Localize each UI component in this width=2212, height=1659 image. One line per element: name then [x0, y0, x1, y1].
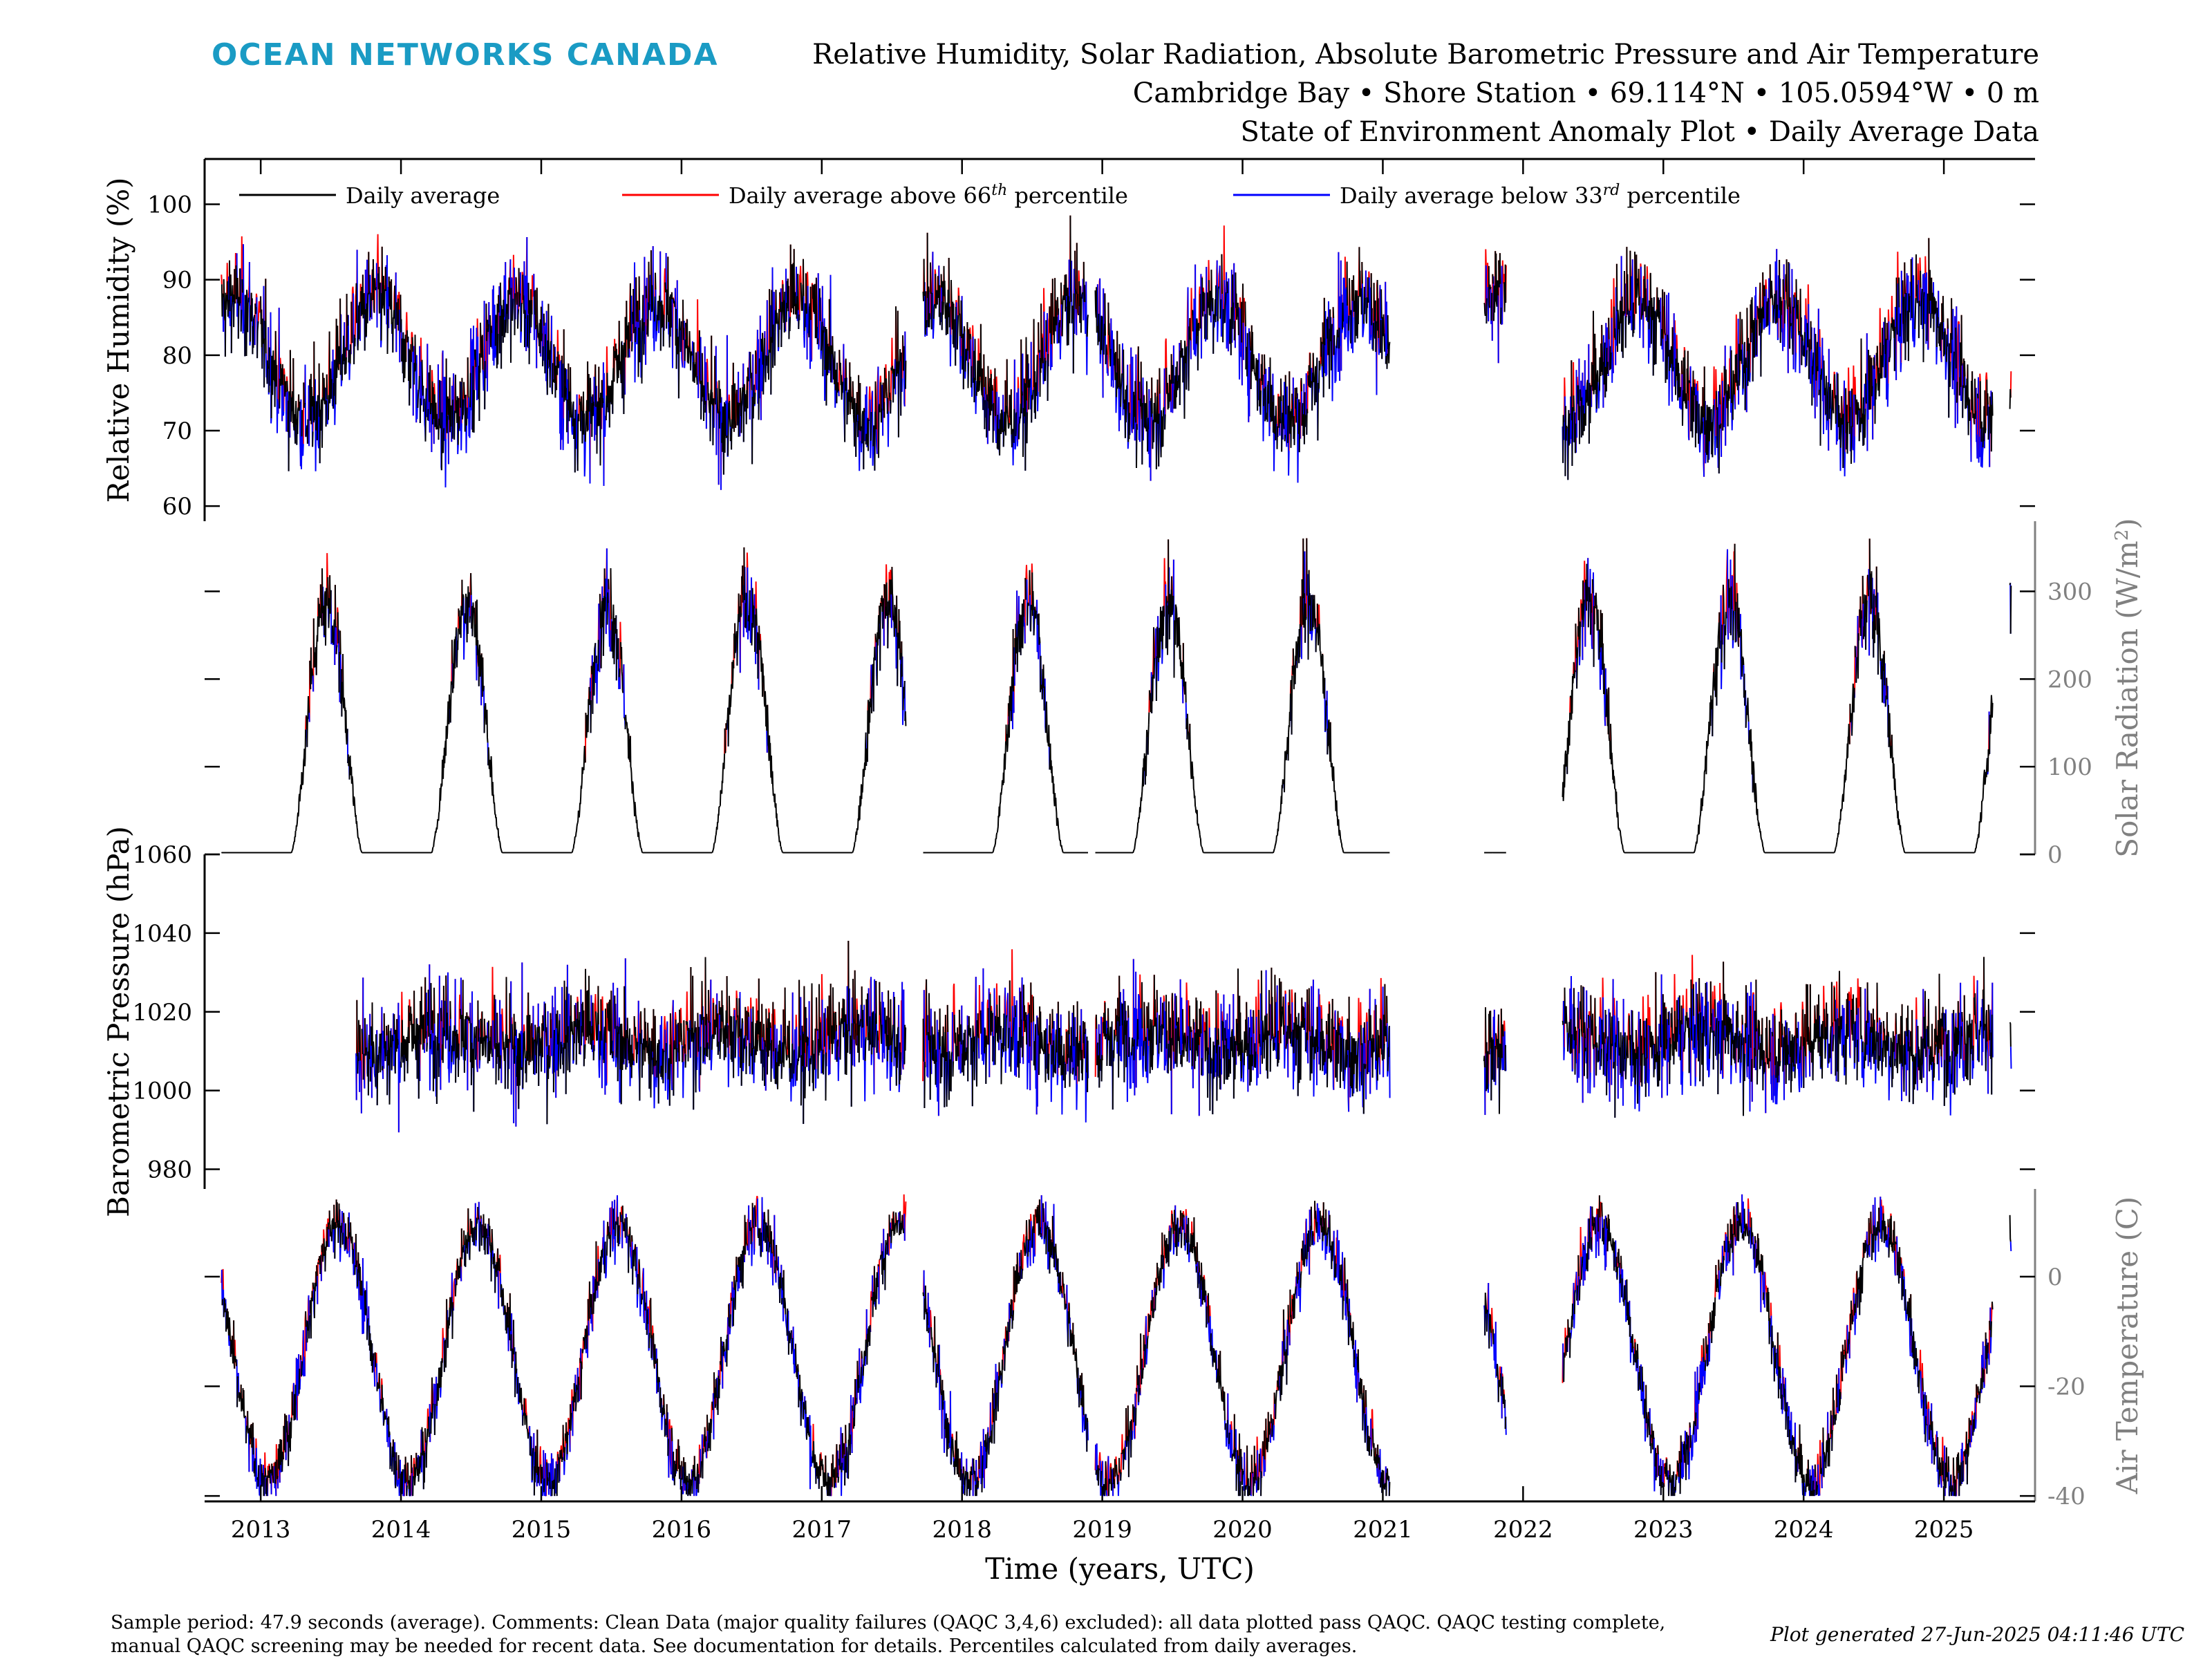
y-tick-label: 1000 — [132, 1078, 192, 1105]
y-tick-label: 60 — [162, 493, 192, 521]
x-tick-label: 2025 — [1914, 1516, 1974, 1544]
series-below-33rd — [303, 548, 2012, 793]
series-daily-average — [356, 940, 2012, 1125]
series-above-66th — [305, 538, 1990, 763]
legend-label-3: Daily average below 33rd percentile — [1340, 182, 1741, 209]
y-tick-label: 90 — [162, 267, 192, 294]
y-tick-label: 1020 — [132, 999, 192, 1027]
y-tick-label: -20 — [2047, 1373, 2086, 1400]
chart-title-line-3: State of Environment Anomaly Plot • Dail… — [1240, 116, 2039, 148]
y-axis-label: Barometric Pressure (hPa) — [102, 826, 135, 1217]
y-tick-label: 980 — [147, 1156, 192, 1184]
y-axis-label: Relative Humidity (%) — [102, 177, 135, 503]
x-axis-label: Time (years, UTC) — [985, 1552, 1255, 1586]
panel-relative-humidity: 60 70 80 90 100 Relative Humidity (%) — [102, 159, 2035, 521]
series-daily-average — [221, 215, 2012, 480]
x-tick-label: 2017 — [792, 1516, 852, 1544]
y-tick-label: 100 — [147, 191, 192, 219]
y-tick-label: 200 — [2047, 666, 2092, 693]
chart-title-line-1: Relative Humidity, Solar Radiation, Abso… — [812, 39, 2039, 71]
series-below-33rd — [222, 236, 1992, 490]
x-tick-label: 2021 — [1353, 1516, 1413, 1544]
plot-generated-timestamp: Plot generated 27-Jun-2025 04:11:46 UTC — [1770, 1623, 2184, 1646]
panel-solar-radiation: 0 100 200 300 Solar Radiation (W/m2) — [205, 518, 2144, 869]
x-tick-label: 2018 — [932, 1516, 992, 1544]
y-tick-label: 1060 — [132, 841, 192, 869]
panel-air-temperature: -40 -20 0 Air Temperature (C) — [205, 1189, 2144, 1510]
x-tick-label: 2022 — [1493, 1516, 1553, 1544]
x-tick-label: 2016 — [652, 1516, 712, 1544]
y-tick-label: 100 — [2047, 753, 2092, 781]
x-tick-label: 2019 — [1072, 1516, 1132, 1544]
legend-label-1: Daily average — [346, 182, 500, 209]
series-daily-average — [221, 538, 2012, 854]
series-daily-average — [221, 1195, 2012, 1497]
footer-note-line-2: manual QAQC screening may be needed for … — [111, 1635, 1357, 1657]
y-tick-label: 300 — [2047, 578, 2092, 606]
y-tick-label: 70 — [162, 418, 192, 445]
chart-title-line-2: Cambridge Bay • Shore Station • 69.114°N… — [1133, 77, 2039, 109]
x-tick-label: 2013 — [231, 1516, 291, 1544]
y-tick-label: -40 — [2047, 1483, 2086, 1510]
y-tick-label: 0 — [2047, 1264, 2063, 1291]
y-axis-label: Solar Radiation (W/m2) — [2110, 518, 2144, 857]
y-axis-label: Air Temperature (C) — [2110, 1197, 2144, 1495]
x-tick-label: 2023 — [1633, 1516, 1694, 1544]
x-tick-label: 2020 — [1212, 1516, 1273, 1544]
y-tick-label: 1040 — [132, 920, 192, 948]
y-tick-label: 80 — [162, 342, 192, 370]
x-tick-label: 2015 — [512, 1516, 572, 1544]
legend: Daily average Daily average above 66th pe… — [239, 182, 1741, 209]
y-tick-label: 0 — [2047, 841, 2063, 869]
ocean-networks-canada-logo: OCEAN NETWORKS CANADA — [212, 37, 719, 73]
footer-note-line-1: Sample period: 47.9 seconds (average). C… — [111, 1612, 1665, 1633]
legend-label-2: Daily average above 66th percentile — [729, 182, 1128, 209]
x-tick-label: 2024 — [1774, 1516, 1834, 1544]
x-tick-label: 2014 — [371, 1516, 431, 1544]
